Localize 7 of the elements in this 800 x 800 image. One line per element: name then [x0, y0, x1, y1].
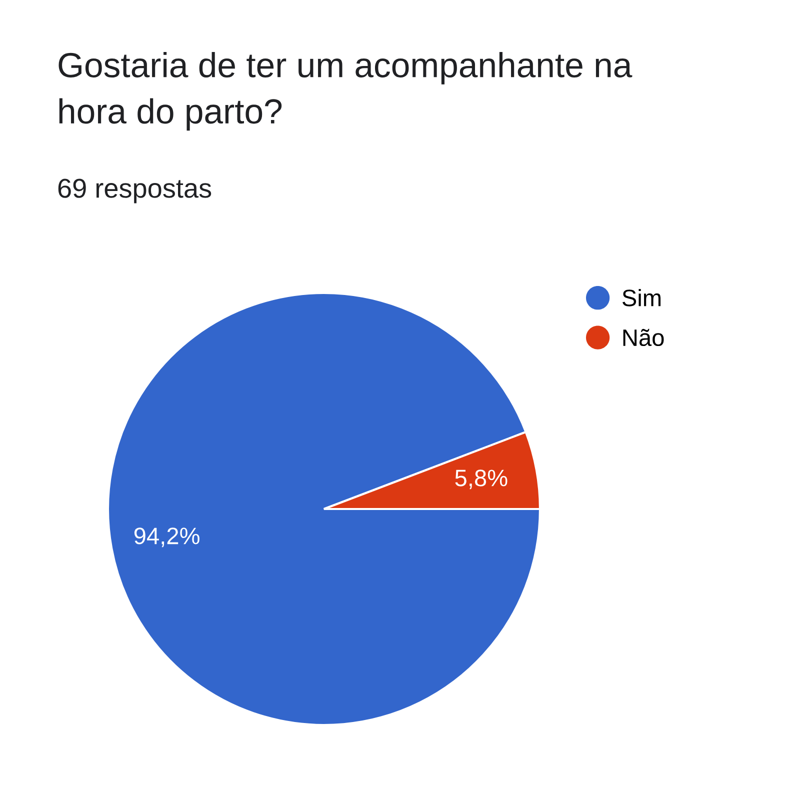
chart-title: Gostaria de ter um acompanhante na hora do parto?: [58, 52, 632, 131]
chart-subtitle: 69 respostas: [58, 178, 212, 204]
legend-label: Sim: [622, 289, 661, 306]
data-label: 94,2%: [134, 528, 200, 548]
pie-slice: [106, 292, 542, 726]
data-label: 5,8%: [455, 470, 508, 490]
legend-label: Não: [623, 328, 664, 346]
